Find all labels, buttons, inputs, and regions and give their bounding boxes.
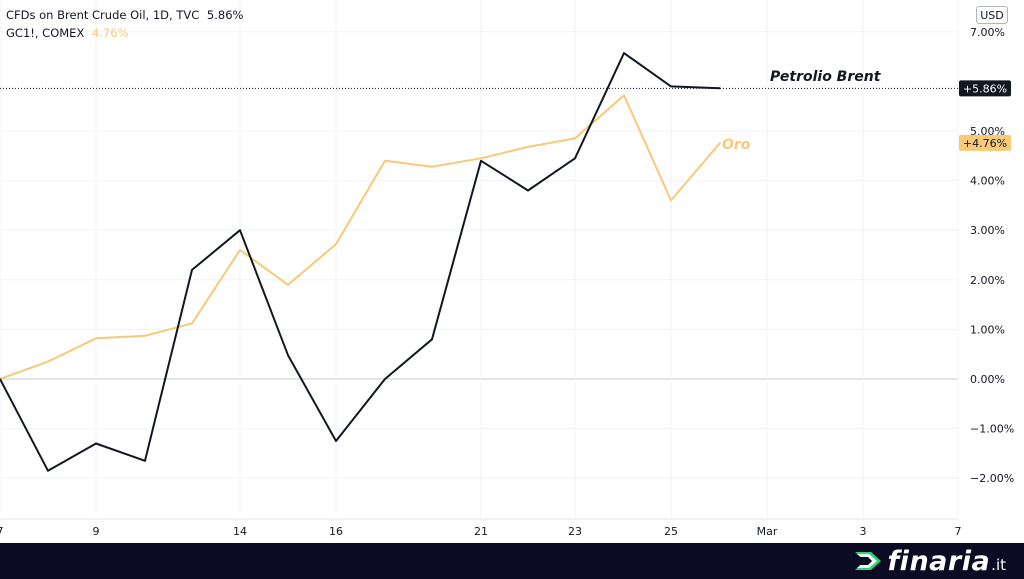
brent-point [287,354,289,356]
gold-point [287,283,289,286]
brent-point [239,229,241,231]
footer-bar: finaria .it [0,543,1024,579]
gold-point [431,165,433,168]
brent-price-tag-text: +5.86% [963,82,1007,95]
x-tick-label: 14 [233,525,247,538]
y-tick-label: 0.00% [970,373,1005,386]
brent-point [623,52,625,54]
brand-name: finaria [887,545,991,577]
brent-point [527,189,529,192]
chart-area[interactable]: 7.00% 5.00% 4.00% 3.00% 2.00% 1.00% 0.00% −1.00… [0,0,1024,543]
brent-point [47,469,49,472]
brent-point [574,157,576,160]
x-tick-label: 16 [329,525,343,538]
gold-point [480,157,482,160]
annotation-oro: Oro [722,137,751,153]
y-tick-label: 2.00% [970,274,1005,287]
x-tick-label: Mar [757,525,778,538]
gold-point [384,159,386,162]
gold-point [670,199,672,202]
y-tick-label: 3.00% [970,224,1005,237]
x-tick-label: 7 [0,525,4,538]
gold-point [719,142,721,144]
brent-line [0,52,721,472]
x-tick-label: 7 [955,525,962,538]
legend-row-brent[interactable]: CFDs on Brent Crude Oil, 1D, TVC 5.86% [6,6,243,24]
y-tick-label: 7.00% [970,26,1005,39]
legend-gold-value: 4.76% [91,26,129,40]
brent-point [480,159,482,162]
brent-point [431,338,433,341]
y-tick-label: −1.00% [970,423,1014,436]
gold-price-tag [959,134,1011,151]
gold-point [47,360,49,363]
legend-brent-label: CFDs on Brent Crude Oil, 1D, TVC [6,8,200,22]
brent-point [335,440,337,442]
brent-price-tag [959,80,1011,97]
legend-brent-value: 5.86% [206,8,244,22]
gold-line [0,94,721,380]
finaria-logo[interactable]: finaria .it [853,545,1006,577]
x-tick-label: 21 [474,525,488,538]
brent-point [0,378,1,380]
y-tick-label: 1.00% [970,323,1005,336]
brent-point [384,378,386,380]
y-tick-label: −2.00% [970,472,1014,485]
gold-point [239,249,241,251]
x-tick-label: 3 [860,525,867,538]
gold-point [144,335,146,337]
chart-legend: CFDs on Brent Crude Oil, 1D, TVC 5.86% G… [6,6,243,42]
legend-gold-label: GC1!, COMEX [6,26,85,40]
gold-point [191,322,193,325]
gold-price-tag-text: +4.76% [963,137,1007,150]
currency-button[interactable]: USD [976,6,1008,24]
brent-point [144,460,146,462]
gold-point [335,243,337,245]
x-tick-label: 25 [664,525,678,538]
gold-point [574,137,576,140]
brand-tld: .it [991,556,1006,574]
legend-row-gold[interactable]: GC1!, COMEX 4.76% [6,24,243,42]
annotation-petrolio-brent: Petrolio Brent [770,69,882,85]
finaria-arrow-icon [855,552,882,570]
gold-point [527,146,529,148]
comparison-line-chart[interactable]: 7.00% 5.00% 4.00% 3.00% 2.00% 1.00% 0.00% −1.00… [0,0,1024,543]
y-tick-label: 4.00% [970,175,1005,188]
brent-point [670,85,672,88]
brent-point [95,442,97,445]
x-tick-label: 9 [93,525,100,538]
y-tick-label: 5.00% [970,125,1005,138]
gold-point [95,337,97,340]
gold-point [623,94,625,97]
x-tick-label: 23 [568,525,582,538]
brent-point [191,269,193,271]
